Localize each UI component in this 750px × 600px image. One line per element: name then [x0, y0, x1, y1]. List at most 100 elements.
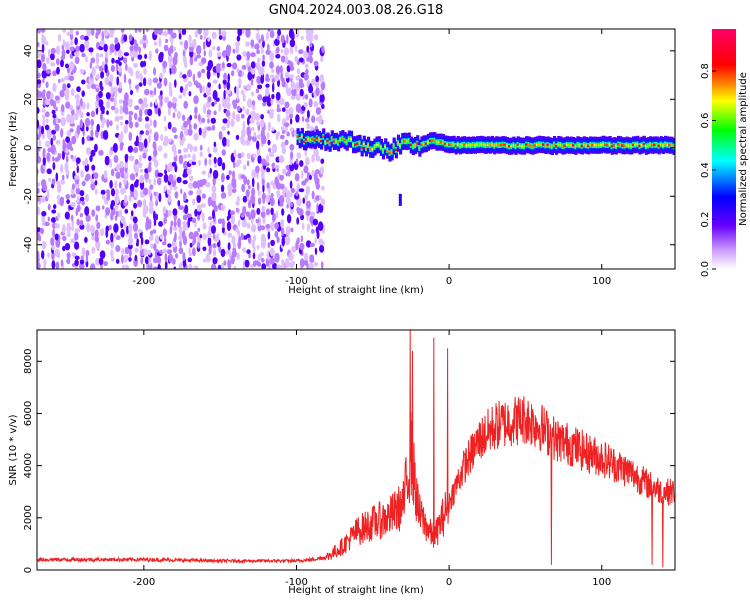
spectrogram-cell	[152, 155, 157, 163]
spectrogram-cell	[168, 54, 173, 64]
spectrogram-cell	[276, 46, 280, 54]
spectrogram-cell	[241, 64, 247, 70]
spectrogram-cell	[61, 150, 65, 160]
spectrogram-cell	[115, 245, 121, 252]
spectrogram-cell	[379, 146, 383, 149]
spectrogram-cell	[248, 200, 252, 209]
spectrogram-cell	[143, 60, 147, 67]
spectrogram-cell	[284, 122, 290, 128]
spectrogram-cell	[294, 173, 300, 182]
spectrogram-cell	[37, 29, 41, 34]
spectrogram-cell	[262, 183, 265, 193]
spectrogram-cell	[286, 214, 292, 224]
spectrogram-cell	[115, 124, 119, 131]
spectrogram-cell	[153, 149, 158, 158]
spectrogram-x-ticks: -200 -100 0 100	[132, 29, 611, 287]
spectrogram-cell	[493, 144, 497, 147]
spectrogram-cell	[50, 47, 56, 55]
spectrogram-cell	[162, 60, 168, 69]
spectrogram-cell	[610, 145, 614, 148]
spectrogram-cell	[118, 115, 124, 120]
spectrogram-cell	[123, 124, 128, 134]
spectrogram-cell	[572, 144, 576, 147]
spectrogram-cell	[62, 139, 66, 146]
spectrogram-cell	[177, 149, 182, 154]
spectrogram-cell	[98, 257, 104, 266]
spectrogram-cell	[187, 128, 193, 136]
spectrogram-cell	[109, 29, 115, 35]
spectrogram-cell	[235, 86, 239, 96]
spectrogram-cell	[142, 34, 147, 41]
spectrogram-cell	[328, 142, 332, 145]
spectrogram-cell	[183, 192, 187, 202]
spectrogram-cell	[443, 142, 448, 146]
spectrogram-cell	[147, 108, 153, 117]
spectrogram-cell	[221, 30, 227, 37]
spectrogram-cell	[286, 203, 289, 209]
spectrogram-cell	[174, 191, 179, 199]
spectrogram-cell	[64, 243, 71, 251]
spectrogram-cell	[187, 257, 192, 263]
spectrogram-cell	[115, 63, 119, 72]
spectrogram-cell	[188, 263, 193, 269]
spectrogram-cell	[184, 204, 189, 215]
spectrogram-cell	[149, 234, 154, 242]
spectrogram-cell	[237, 29, 243, 36]
spectrogram-cell	[320, 198, 326, 206]
spectrogram-cell	[439, 140, 443, 144]
spectrogram-cell	[56, 194, 61, 201]
spectrogram-cell	[162, 30, 168, 37]
spectrogram-cell	[59, 89, 65, 98]
spectrogram-cell	[565, 143, 569, 146]
spectrogram-cell	[108, 224, 112, 231]
spectrogram-cell	[488, 144, 492, 147]
spectrogram-cell	[261, 60, 266, 67]
spectrogram-cell	[71, 135, 77, 145]
spectrogram-cell	[223, 260, 227, 266]
spectrogram-cell	[271, 93, 275, 100]
spectrogram-cell	[218, 35, 223, 40]
spectrogram-cell	[129, 173, 136, 181]
spectrogram-cell	[128, 78, 132, 85]
spectrogram-cell	[158, 192, 162, 203]
spectrogram-cell	[124, 194, 128, 204]
snr-y-tick-label: 4000	[23, 453, 34, 478]
spectrogram-cell	[320, 261, 324, 269]
spectrogram-cell	[194, 56, 198, 62]
spectrogram-cell	[306, 122, 311, 130]
spectrogram-cell	[271, 212, 276, 223]
spectrogram-cell	[133, 147, 139, 153]
spectrogram-cell	[236, 94, 239, 100]
spectrogram-cell	[54, 95, 60, 101]
spectrogram-cell	[298, 57, 304, 63]
spectrogram-cell	[253, 234, 257, 242]
spectrogram-cell	[233, 149, 237, 158]
spectrogram-cell	[56, 58, 60, 66]
spectrogram-cell	[284, 72, 290, 79]
spectrogram-cell	[167, 194, 172, 203]
spectrogram-cell	[173, 220, 177, 228]
spectrogram-cell	[242, 105, 246, 111]
spectrogram-cell	[288, 29, 294, 39]
spectrogram-cell	[182, 251, 186, 262]
spectrogram-cell	[289, 61, 294, 69]
spectrogram-cell	[668, 144, 672, 147]
spectrogram-cell	[41, 43, 45, 53]
spectrogram-cell	[589, 143, 593, 146]
spectrogram-cell	[159, 234, 164, 240]
spectrogram-cell	[405, 140, 409, 143]
spectrogram-cell	[70, 154, 74, 159]
spectrogram-cell	[100, 112, 103, 121]
spectrogram-cell	[295, 191, 299, 197]
spectrogram-cell	[670, 144, 674, 147]
spectrogram-cell	[458, 144, 463, 147]
spectrogram-cell	[57, 152, 62, 161]
spectrogram-cell	[120, 130, 124, 141]
spectrogram-cell	[113, 97, 117, 108]
spectrogram-cell	[46, 168, 52, 175]
spectrogram-cell	[311, 154, 315, 163]
spectrogram-cell	[296, 68, 301, 75]
spectrogram-cell	[196, 204, 202, 212]
spectrogram-cell	[221, 149, 226, 156]
spectrogram-cell	[164, 126, 168, 132]
